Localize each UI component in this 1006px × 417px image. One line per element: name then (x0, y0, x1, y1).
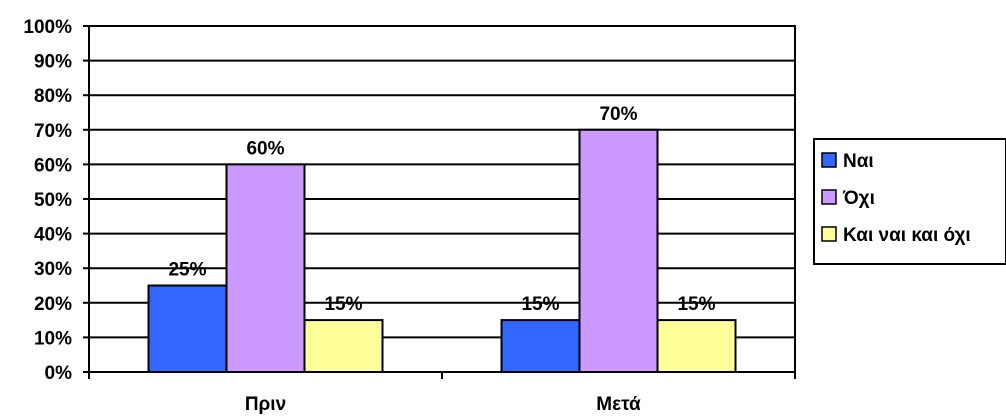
y-axis-ticks: 0% 10% 20% 30% 40% 50% 60% 70% 80% 90% 100% (23, 17, 72, 384)
data-label: 70% (599, 104, 637, 125)
data-label: 15% (324, 294, 362, 315)
legend-swatch (821, 226, 837, 242)
y-tick-label: 70% (34, 121, 72, 142)
legend-label: Ναι (843, 151, 874, 172)
legend-label: Όχι (842, 188, 875, 209)
y-tick-label: 50% (34, 190, 72, 211)
y-tick-label: 40% (34, 225, 72, 246)
bar (656, 319, 737, 374)
bar (303, 319, 384, 374)
x-category-label: Μετά (596, 394, 641, 415)
axes (83, 25, 796, 379)
x-axis-categories: Πριν Μετά (245, 394, 641, 415)
data-labels: 25% 60% 15% 15% 70% 15% (168, 104, 715, 315)
bar (147, 284, 228, 373)
y-tick-label: 0% (45, 363, 73, 384)
y-tick-label: 30% (34, 259, 72, 280)
legend-label: Και ναι και όχι (843, 225, 971, 246)
y-tick-label: 80% (34, 86, 72, 107)
bar (500, 319, 581, 374)
legend-swatch (821, 189, 837, 205)
y-tick-label: 90% (34, 52, 72, 73)
data-label: 15% (521, 294, 559, 315)
y-tick-label: 60% (34, 155, 72, 176)
data-label: 15% (677, 294, 715, 315)
data-label: 60% (246, 138, 284, 159)
x-category-label: Πριν (245, 394, 286, 415)
bar (578, 128, 659, 373)
y-tick-label: 100% (23, 17, 72, 38)
legend: Ναι Όχι Και ναι και όχι (813, 138, 1006, 265)
legend-box (813, 138, 1006, 265)
legend-swatch (821, 152, 837, 168)
bar (225, 163, 306, 373)
bars (147, 128, 737, 374)
y-tick-label: 10% (34, 328, 72, 349)
data-label: 25% (168, 260, 206, 281)
y-tick-label: 20% (34, 294, 72, 315)
